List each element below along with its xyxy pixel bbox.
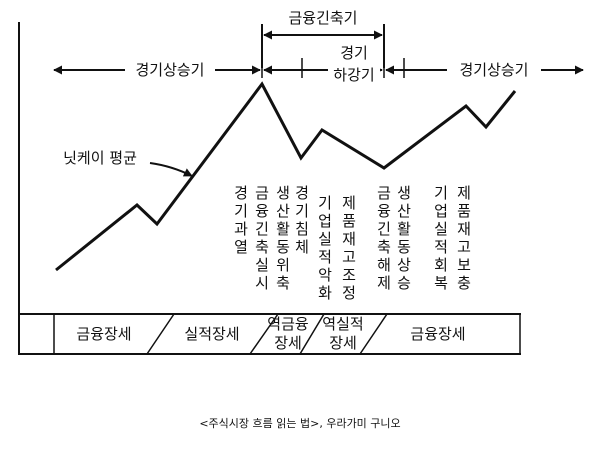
boom-right-label: 경기상승기 <box>459 61 528 79</box>
phase-label-2: 실적장세 <box>184 325 239 343</box>
nikkei-label: 닛케이 평균 <box>63 149 137 167</box>
recession-label-1: 경기 <box>340 44 368 62</box>
phase-label-5: 금융장세 <box>410 325 465 343</box>
phase-label-4: 역실적 장세 <box>322 315 363 352</box>
phase-label-3: 역금융 장세 <box>267 315 308 352</box>
nikkei-average-line <box>55 81 517 272</box>
nikkei-pointer <box>149 162 193 177</box>
phase-band <box>19 313 521 355</box>
recession-label-2: 하강기 <box>333 66 374 84</box>
phase-labels: 금융장세 실적장세 역금융 장세 역실적 장세 금융장세 <box>76 315 465 352</box>
tightening-label: 금융긴축기 <box>288 9 357 27</box>
boom-left-label: 경기상승기 <box>135 61 204 79</box>
vertical-notes: 경 기 과 열 금 융 긴 축 실 시 생 산 활 동 위 축 경 기 침 체 기 업 실 적 악 화 제 품 재 고 조 정 금 융 긴 축 해 제 생 산… <box>234 184 471 302</box>
source-caption: <주식시장 흐름 읽는 법>, 우라가미 구니오 <box>199 417 400 430</box>
phase-label-1: 금융장세 <box>76 325 131 343</box>
